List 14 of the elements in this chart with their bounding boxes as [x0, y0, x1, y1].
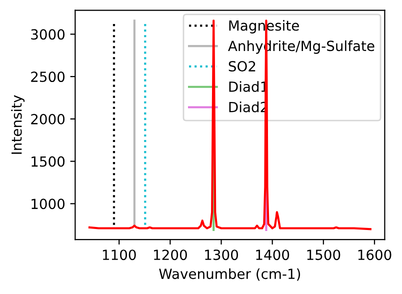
x-axis-title: Wavenumber (cm-1) [159, 268, 300, 281]
legend-label: SO2 [228, 61, 256, 72]
y-tick-label: 1000 [32, 198, 65, 210]
y-tick-label: 2000 [31, 114, 65, 124]
y-tick-label: 2500 [31, 72, 65, 82]
x-tick-label: 1300 [205, 250, 238, 260]
y-axis-title: Intensity [11, 95, 25, 154]
x-tick-label: 1600 [358, 250, 392, 260]
y-tick-label: 3000 [31, 29, 65, 40]
y-tick-label: 1500 [32, 156, 65, 167]
x-tick-label: 1500 [307, 250, 340, 260]
x-tick-label: 1200 [154, 250, 187, 260]
x-tick-label: 1400 [256, 250, 290, 260]
x-tick-label: 1100 [102, 250, 136, 260]
